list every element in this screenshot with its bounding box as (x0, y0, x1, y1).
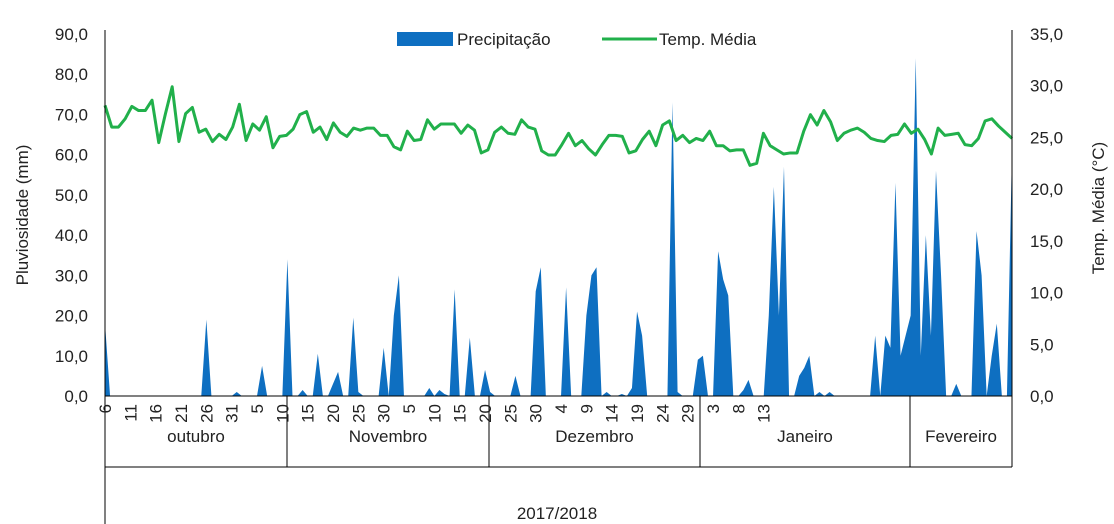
month-label: Fevereiro (925, 427, 997, 446)
left-tick-label: 70,0 (55, 105, 88, 124)
left-axis-title: Pluviosidade (mm) (13, 145, 32, 286)
left-tick-label: 30,0 (55, 266, 88, 285)
left-tick-label: 80,0 (55, 65, 88, 84)
right-tick-label: 15,0 (1030, 232, 1063, 251)
right-axis-ticks: 0,0 5,0 10,0 15,0 20,0 25,0 30,0 35,0 (1030, 25, 1063, 406)
right-tick-label: 35,0 (1030, 25, 1063, 44)
x-tick-label: 6 (96, 404, 115, 413)
plot-area (103, 58, 1014, 396)
left-tick-label: 90,0 (55, 25, 88, 44)
left-tick-label: 60,0 (55, 146, 88, 165)
x-tick-label: 4 (552, 404, 571, 413)
x-tick-label: 20 (476, 404, 495, 423)
x-tick-label: 5 (248, 404, 267, 413)
x-tick-label: 19 (628, 404, 647, 423)
right-tick-label: 25,0 (1030, 128, 1063, 147)
x-tick-label: 13 (755, 404, 774, 423)
month-labels: outubro Novembro Dezembro Janeiro Fevereiro (167, 427, 997, 446)
x-tick-label: 31 (223, 404, 242, 423)
x-tick-label: 25 (501, 404, 520, 423)
left-axis-ticks: 0,0 10,0 20,0 30,0 40,0 50,0 60,0 70,0 80,0 90,0 (55, 25, 88, 406)
x-tick-label: 14 (603, 404, 622, 423)
x-tick-label: 10 (425, 404, 444, 423)
x-tick-label: 16 (147, 404, 166, 423)
x-axis-ticks: 6 11 16 21 26 31 5 10 15 20 25 30 5 10 15 20 25 30 4 9 14 19 2… (96, 404, 774, 423)
x-tick-label: 30 (375, 404, 394, 423)
right-tick-label: 20,0 (1030, 180, 1063, 199)
precipitation-area (105, 58, 1012, 396)
x-tick-label: 15 (299, 404, 318, 423)
legend-temperature-label: Temp. Média (659, 30, 757, 49)
left-tick-label: 10,0 (55, 347, 88, 366)
month-label: outubro (167, 427, 225, 446)
x-tick-label: 29 (679, 404, 698, 423)
x-tick-label: 15 (451, 404, 470, 423)
x-tick-label: 9 (577, 404, 596, 413)
right-axis-title: Temp. Média (°C) (1089, 142, 1108, 274)
month-label: Janeiro (777, 427, 833, 446)
x-tick-label: 24 (653, 404, 672, 423)
x-tick-label: 26 (197, 404, 216, 423)
right-tick-label: 10,0 (1030, 284, 1063, 303)
left-tick-label: 50,0 (55, 186, 88, 205)
x-tick-label: 11 (121, 404, 140, 422)
month-label: Novembro (349, 427, 427, 446)
x-tick-label: 25 (349, 404, 368, 423)
temperature-line (103, 85, 1014, 167)
left-tick-label: 20,0 (55, 307, 88, 326)
right-tick-label: 30,0 (1030, 77, 1063, 96)
legend-precipitation-label: Precipitação (457, 30, 551, 49)
left-tick-label: 40,0 (55, 226, 88, 245)
right-tick-label: 0,0 (1030, 387, 1054, 406)
x-tick-label: 10 (273, 404, 292, 423)
legend: Precipitação Temp. Média (397, 30, 757, 49)
x-tick-label: 8 (729, 404, 748, 413)
axes (104, 30, 1013, 524)
x-tick-label: 21 (172, 404, 191, 423)
period-label: 2017/2018 (517, 504, 597, 523)
x-tick-label: 30 (527, 404, 546, 423)
x-tick-label: 5 (400, 404, 419, 413)
legend-precipitation-swatch (397, 32, 453, 46)
x-tick-label: 3 (704, 404, 723, 413)
month-label: Dezembro (555, 427, 633, 446)
right-tick-label: 5,0 (1030, 335, 1054, 354)
x-tick-label: 20 (324, 404, 343, 423)
left-tick-label: 0,0 (64, 387, 88, 406)
